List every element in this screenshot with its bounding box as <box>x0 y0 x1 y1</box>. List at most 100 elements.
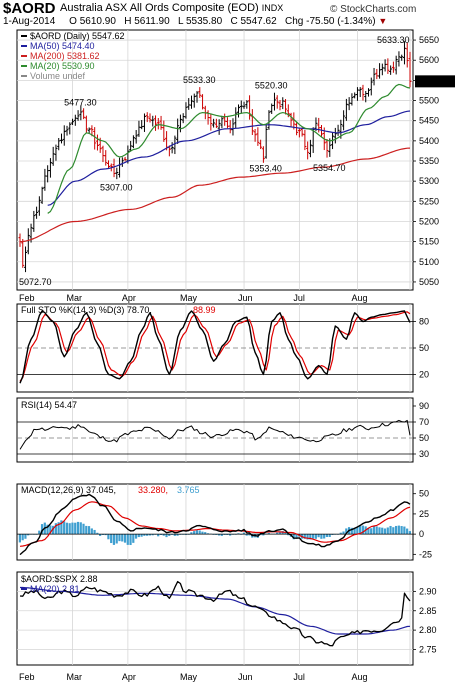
macd-histogram-bar <box>40 524 44 535</box>
price-panel-tick-label: 5200 <box>419 216 439 226</box>
macd-histogram-bar <box>375 526 378 535</box>
price-bar <box>261 146 265 163</box>
quote-date: 1-Aug-2014 <box>3 16 56 27</box>
price-bar <box>151 115 155 127</box>
price-bar <box>82 108 86 120</box>
macd-histogram-bar <box>325 534 329 537</box>
rsi-panel-tick-label: 30 <box>419 449 429 459</box>
macd-histogram-bar <box>90 528 93 535</box>
copyright-link[interactable]: © StockCharts.com <box>330 4 417 15</box>
price-panel-tick-label: 5050 <box>419 277 439 287</box>
price-bar <box>319 124 323 138</box>
macd-histogram-bar <box>162 534 165 536</box>
macd-histogram-bar <box>350 527 353 535</box>
price-annotation: 5072.70 <box>19 277 52 287</box>
price-bar <box>278 100 282 111</box>
legend-label-3: MA(20) 5530.90 <box>30 61 95 71</box>
exchange-label: INDX <box>261 3 284 13</box>
macd-histogram-bar <box>245 534 248 536</box>
price-bar <box>297 128 301 138</box>
macd-histogram-bar <box>57 522 60 535</box>
macd-signal-value: 33.280, <box>138 485 168 495</box>
ratio-panel-tick-label: 2.80 <box>419 625 437 635</box>
price-bar <box>237 104 241 118</box>
macd-histogram-bar <box>372 526 376 535</box>
macd-histogram-bar <box>389 525 392 535</box>
macd-histogram-bar <box>237 533 240 535</box>
macd-histogram-bar <box>284 532 287 535</box>
macd-panel-tick-label: 25 <box>419 509 429 519</box>
price-bar <box>95 134 99 151</box>
x-tick-label-apr: Apr <box>122 293 136 303</box>
price-bar <box>59 133 63 144</box>
price-bar <box>225 117 229 129</box>
price-bar <box>131 135 135 149</box>
price-bar <box>173 135 177 155</box>
price-bar <box>159 115 163 130</box>
macd-histogram-bar <box>367 527 370 535</box>
price-bar <box>65 125 69 136</box>
x-tick-label-jul-bottom: Jul <box>293 672 305 682</box>
price-panel-frame <box>16 29 414 291</box>
price-bar <box>281 97 285 110</box>
macd-histogram-bar <box>76 521 80 535</box>
price-bar <box>71 118 75 125</box>
price-bar <box>267 110 271 130</box>
price-bar <box>259 139 263 150</box>
ratio-panel-tick-label: 2.90 <box>419 586 437 596</box>
macd-histogram-bar <box>311 534 315 539</box>
price-bar <box>84 115 88 133</box>
index-name: Australia ASX All Ords Composite (EOD) <box>60 2 259 14</box>
ratio-title: $AORD:$SPX 2.88 <box>21 574 98 584</box>
price-annotation: 5307.00 <box>100 182 133 192</box>
ma20-line <box>47 83 411 214</box>
price-bar <box>383 59 387 72</box>
price-annotation: 5354.70 <box>313 163 346 173</box>
macd-histogram-bar <box>262 534 265 536</box>
price-bar <box>24 246 28 273</box>
price-bar <box>391 61 395 73</box>
low-value: 5535.80 <box>185 16 223 27</box>
x-tick-label-jun: Jun <box>238 293 253 303</box>
price-bar <box>217 119 221 135</box>
price-bar <box>21 238 25 268</box>
high-value: 5611.90 <box>134 16 170 27</box>
price-bar <box>101 145 105 163</box>
price-bar <box>253 128 257 142</box>
macd-panel-tick-label: 50 <box>419 489 429 499</box>
macd-histogram-bar <box>132 534 135 543</box>
ma200-line <box>19 147 411 243</box>
price-bar <box>386 58 390 74</box>
price-bar <box>73 114 77 126</box>
macd-histogram-bar <box>112 534 116 545</box>
price-bar <box>184 102 188 119</box>
close-value: 5547.62 <box>240 16 277 27</box>
macd-histogram-bar <box>38 530 41 535</box>
high-label: H <box>124 16 132 27</box>
price-bar <box>192 93 196 108</box>
macd-histogram-bar <box>220 534 223 536</box>
macd-histogram-bar <box>287 534 290 536</box>
x-tick-label-may: May <box>180 293 198 303</box>
price-bar <box>400 54 404 61</box>
low-label: L <box>178 16 184 27</box>
macd-histogram-bar <box>165 534 168 538</box>
price-bar <box>189 95 193 109</box>
macd-histogram-bar <box>226 534 229 535</box>
price-bar <box>93 127 97 150</box>
price-bar <box>154 115 158 131</box>
sto-panel-tick-label: 20 <box>419 369 429 379</box>
price-bar <box>402 41 406 65</box>
macd-histogram-bar <box>168 534 171 536</box>
macd-histogram-bar <box>24 534 27 539</box>
ratio-panel-tick-label: 2.85 <box>419 606 437 616</box>
sto-k-line <box>19 310 411 384</box>
macd-histogram-bar <box>173 534 176 536</box>
price-bar <box>220 115 224 129</box>
macd-histogram-bar <box>27 534 30 536</box>
macd-histogram-bar <box>121 534 124 542</box>
macd-histogram-bar <box>104 534 107 536</box>
sto-panel-tick-label: 80 <box>419 317 429 327</box>
